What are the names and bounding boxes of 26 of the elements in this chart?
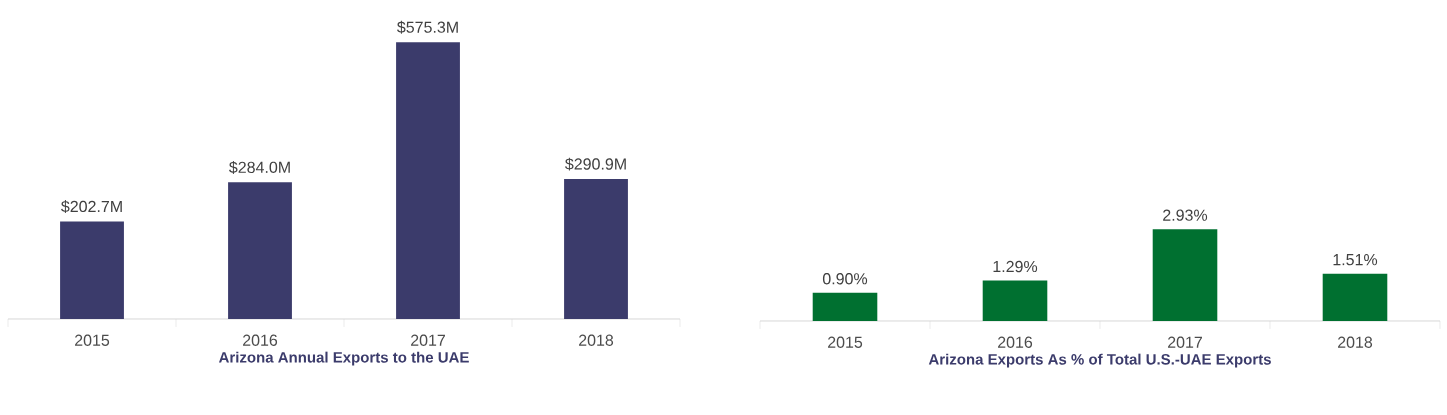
data-label: 1.29% xyxy=(993,260,1038,273)
x-tick-label: 2015 xyxy=(75,334,110,346)
x-tick-label: 2018 xyxy=(579,334,614,346)
x-tick-label: 2018 xyxy=(1338,336,1373,348)
bar xyxy=(1152,229,1218,321)
x-tick-label: 2017 xyxy=(411,334,445,346)
data-label: $290.9M xyxy=(565,157,626,171)
data-label: 2.93% xyxy=(1163,209,1208,221)
data-label: $575.3M xyxy=(397,20,458,34)
x-tick-label: 2015 xyxy=(828,336,863,348)
x-tick-label: 2016 xyxy=(243,334,278,346)
data-label: 0.90% xyxy=(822,273,868,285)
x-tick-label: 2017 xyxy=(1168,336,1202,348)
x-axis-title: Arizona Exports As % of Total U.S.-UAE Exports xyxy=(928,353,1271,368)
data-label: $202.7M xyxy=(61,200,122,214)
bar xyxy=(60,221,124,319)
x-axis-title: Arizona Annual Exports to the UAE xyxy=(218,351,469,366)
bar xyxy=(228,182,292,319)
data-label: $284.0M xyxy=(229,160,290,174)
bar xyxy=(812,292,878,321)
bar xyxy=(982,280,1048,321)
bar xyxy=(396,42,460,319)
bar xyxy=(1322,273,1388,321)
data-label: 1.51% xyxy=(1333,254,1378,266)
x-tick-label: 2016 xyxy=(998,336,1033,348)
bar xyxy=(564,179,628,319)
